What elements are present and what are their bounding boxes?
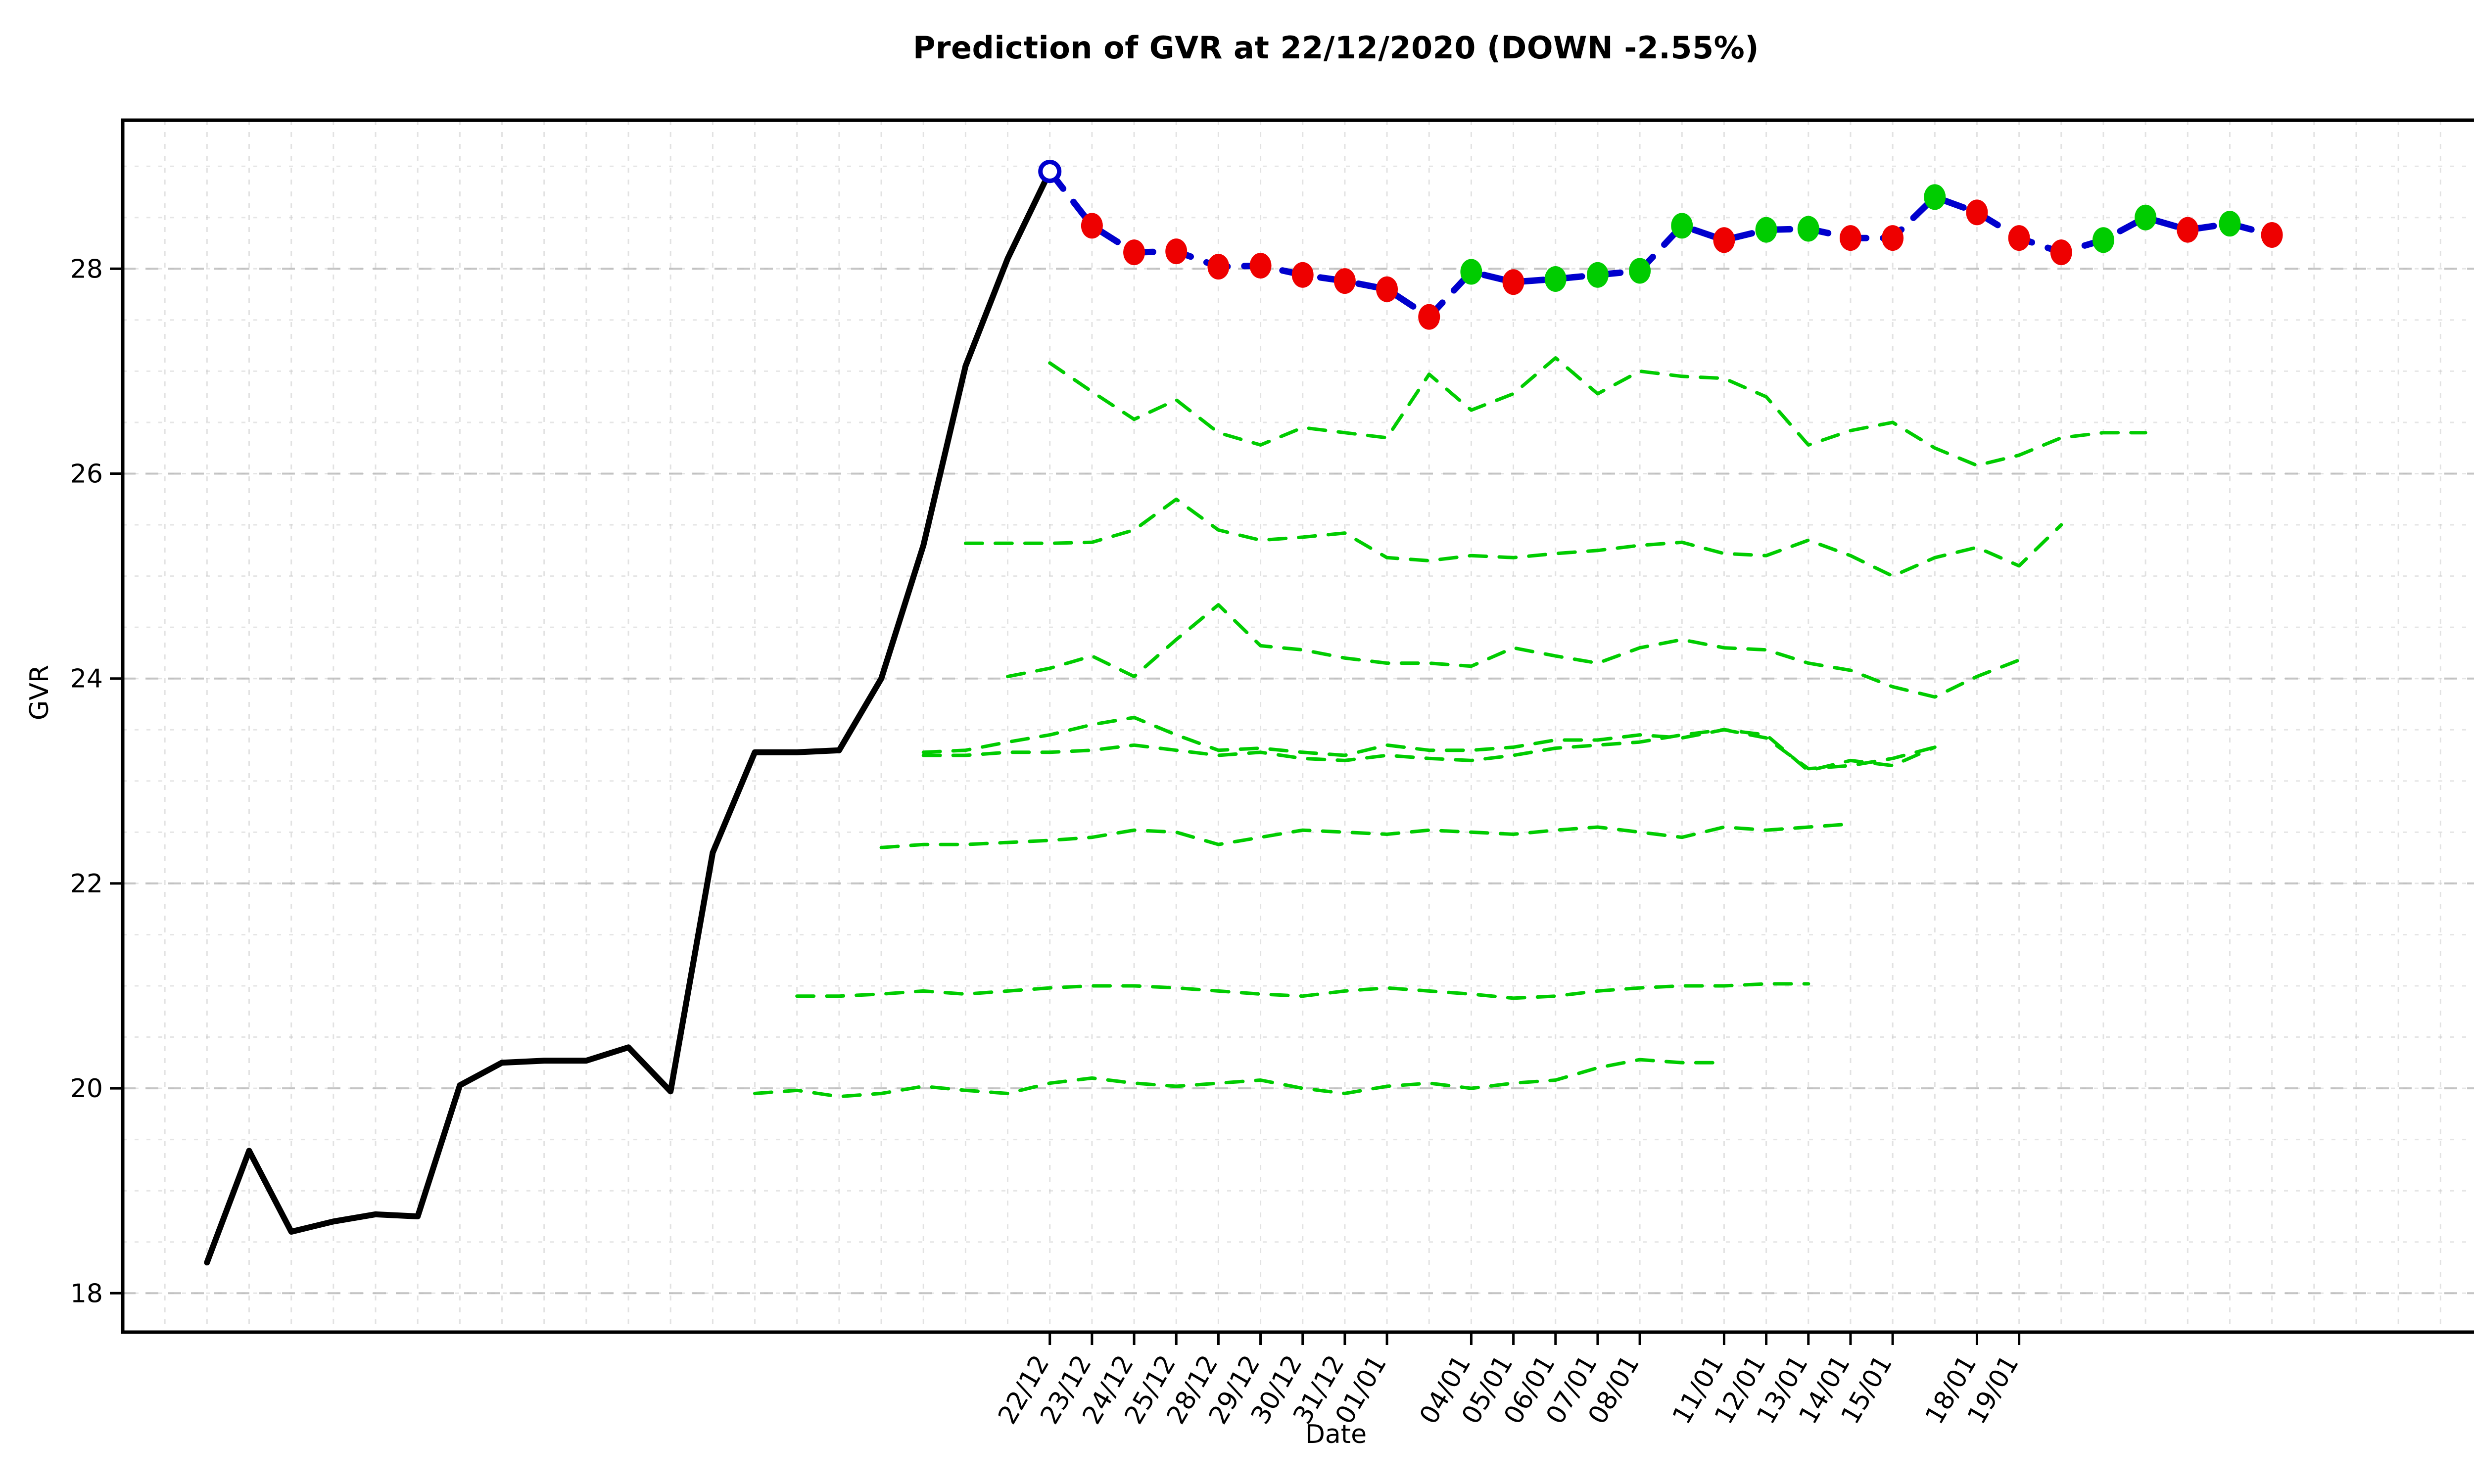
series-similar-pattern-5 [921,728,1937,771]
y-tick-label: 24 [70,664,103,694]
marker-down [1882,225,1904,251]
marker-down [1713,227,1735,253]
series-similar-pattern-8 [753,1058,1726,1099]
y-tick-label: 18 [70,1279,103,1308]
marker-down [1291,262,1314,288]
y-tick-label: 26 [70,459,103,489]
marker-down [1081,213,1103,239]
marker-up [1629,258,1651,284]
marker-up [1797,216,1819,242]
prediction-markers-group [1038,160,2283,330]
marker-up [1671,213,1693,239]
series-similar-pattern-3 [1006,603,2021,699]
marker-up [2219,211,2241,237]
marker-up [1755,217,1777,243]
marker-down [2177,217,2199,243]
x-axis-ticks [1048,1332,2021,1345]
marker-up [1544,266,1567,292]
marker-down [1207,254,1230,280]
marker-up [2092,227,2114,253]
marker-down [1502,269,1524,295]
series-similar-pattern-6 [879,822,1853,849]
data-series-group [204,168,2276,1266]
marker-down [1165,238,1188,265]
series-similar-pattern-2 [963,497,2063,578]
y-tick-label: 20 [70,1074,103,1104]
x-axis-label: Date [1305,1420,1367,1449]
marker-down [2261,222,2283,248]
series-similar-pattern-1 [1048,356,2147,467]
series-similar-pattern-7 [795,982,1810,1000]
series-similar-pattern-4 [921,715,1937,773]
marker-down [1376,276,1398,302]
marker-down [1418,304,1440,330]
marker-down [1839,225,1861,251]
marker-up [2135,204,2157,231]
marker-down [1966,199,1988,226]
marker-down [2050,239,2072,266]
minor-gridlines [123,120,2474,1332]
prediction-start-marker [1038,160,1062,184]
plot-frame [121,118,2474,1334]
marker-down [1333,268,1356,294]
marker-up [1460,259,1482,285]
marker-down [2008,225,2030,251]
marker-down [1249,253,1272,279]
marker-up [1586,262,1609,288]
y-axis-tick-labels: 18 20 22 24 26 28 [70,254,103,1308]
marker-up [1924,184,1946,210]
x-axis-tick-labels: 22/1223/1224/1225/1228/1229/1230/1231/12… [993,1350,2025,1429]
marker-down [1123,239,1145,266]
series-prediction [1047,168,2276,321]
series-history [204,168,1053,1266]
y-tick-label: 28 [70,254,103,284]
y-tick-label: 22 [70,869,103,899]
chart-title: Prediction of GVR at 22/12/2020 (DOWN -2… [912,30,1760,66]
y-axis-ticks [110,267,123,1295]
major-gridlines [123,268,2474,1295]
